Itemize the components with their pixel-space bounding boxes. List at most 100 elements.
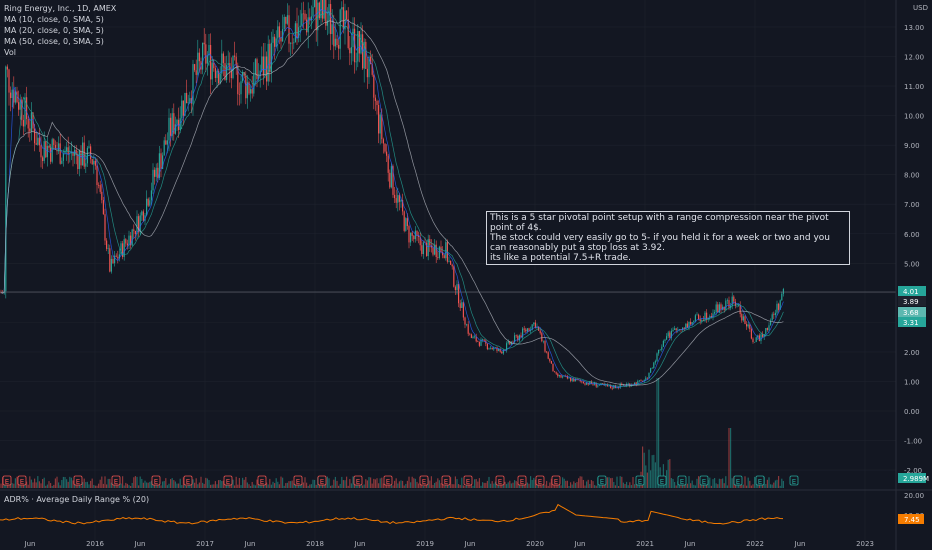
candle-body: [504, 350, 506, 351]
candle-body: [51, 139, 53, 162]
candle-body: [171, 113, 173, 136]
candle-body: [656, 353, 658, 362]
volume-bar: [354, 483, 356, 488]
candle-body: [494, 347, 496, 349]
volume-bar: [258, 484, 260, 488]
volume-bar: [566, 480, 568, 488]
volume-bar: [48, 481, 50, 488]
candle-body: [368, 56, 370, 78]
volume-bar: [584, 485, 586, 488]
volume-bar: [486, 480, 488, 488]
volume-bar: [83, 478, 85, 488]
candle-body: [216, 71, 218, 79]
volume-bar: [709, 477, 711, 488]
candle-body: [643, 379, 645, 382]
candle-body: [726, 300, 728, 301]
volume-bar: [458, 484, 460, 488]
volume-bar: [162, 481, 164, 488]
price-tick-label: 1.00: [904, 378, 920, 386]
earnings-marker: [597, 475, 607, 486]
candle-body: [53, 139, 55, 145]
volume-bar: [256, 479, 258, 488]
candle-body: [773, 314, 775, 316]
volume-bar: [61, 479, 63, 488]
volume-bar: [670, 478, 672, 488]
time-axis[interactable]: Jun 2016 Jun 2017 Jun 2018 Jun 2019 Jun 2020 Jun 20…: [24, 540, 874, 548]
candle-body: [658, 349, 660, 354]
volume-bar: [440, 483, 442, 488]
candle-body: [438, 246, 440, 258]
candle-body: [77, 154, 79, 170]
volume-bar: [5, 483, 7, 488]
volume-bar: [456, 479, 458, 488]
candle-body: [453, 266, 455, 287]
earnings-marker: [419, 475, 429, 486]
volume-bar: [621, 476, 623, 488]
volume-bar: [307, 485, 309, 488]
volume-bar: [589, 483, 591, 488]
volume-bar: [203, 483, 205, 488]
candle-body: [470, 334, 472, 338]
volume-bar: [248, 484, 250, 488]
time-tick-label: 2017: [196, 540, 214, 548]
ma50-legend[interactable]: MA (50, close, 0, SMA, 5): [4, 37, 104, 46]
candle-body: [379, 114, 381, 134]
candle-body: [509, 341, 511, 345]
volume-bar: [381, 477, 383, 488]
candle-body: [312, 7, 314, 17]
volume-bar: [40, 483, 42, 488]
volume-bar: [714, 478, 716, 488]
candle-body: [709, 316, 711, 318]
ma20-legend[interactable]: MA (20, close, 0, SMA, 5): [4, 26, 104, 35]
earnings-marker: [535, 475, 545, 486]
volume-bar: [163, 481, 165, 488]
volume-bar: [118, 485, 120, 488]
ma10-legend[interactable]: MA (10, close, 0, SMA, 5): [4, 15, 104, 24]
candle-body: [467, 324, 469, 334]
volume-bar: [107, 478, 109, 488]
candle-body: [350, 47, 352, 54]
candle-body: [698, 314, 700, 320]
volume-bar: [776, 479, 778, 488]
candle-body: [149, 200, 151, 206]
candle-body: [370, 56, 372, 65]
volume-bar: [712, 479, 714, 488]
volume-bar: [451, 484, 453, 488]
candle-body: [179, 118, 181, 131]
volume-bar: [82, 482, 84, 488]
volume-bar: [478, 478, 480, 488]
candle-body: [611, 387, 613, 389]
candle-body: [571, 378, 573, 381]
volume-bar: [366, 480, 368, 488]
candle-body: [224, 63, 226, 80]
volume-bar: [171, 478, 173, 488]
volume-bar: [147, 482, 149, 488]
text-annotation[interactable]: This is a 5 star pivotal point setup wit…: [486, 211, 850, 265]
vol-legend[interactable]: Vol: [4, 48, 16, 57]
earnings-marker-label: E: [260, 478, 264, 486]
volume-bar: [394, 480, 396, 488]
earnings-marker: [635, 475, 645, 486]
volume-bar: [403, 485, 405, 488]
volume-bar: [240, 485, 242, 488]
indicator-legend[interactable]: ADR% · Average Daily Range % (20): [4, 495, 150, 504]
volume-bar: [370, 477, 372, 488]
candle-body: [486, 343, 488, 350]
candle-body: [598, 384, 600, 386]
volume-bar: [34, 478, 36, 488]
candle-body: [88, 146, 90, 148]
volume-bar: [704, 484, 706, 488]
volume-bar: [611, 477, 613, 488]
price-scale[interactable]: 13.00 12.00 11.00 10.00 9.00 8.00 7.00 6.00 5.00…: [904, 24, 924, 475]
volume-bar: [459, 484, 461, 488]
volume-bar: [581, 476, 583, 488]
volume-bar: [726, 485, 728, 488]
candle-body: [421, 245, 423, 255]
volume-bar: [80, 485, 82, 488]
volume-bar: [765, 484, 767, 488]
candle-body: [699, 319, 701, 322]
candle-body: [5, 66, 7, 292]
volume-bar: [299, 484, 301, 488]
